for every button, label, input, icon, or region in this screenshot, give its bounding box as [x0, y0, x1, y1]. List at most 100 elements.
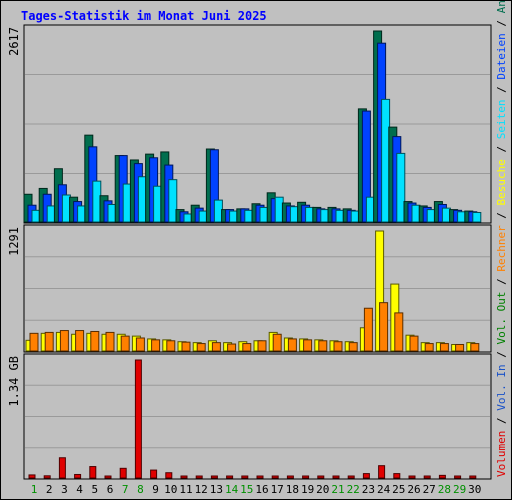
legend-entry: Dateien [495, 33, 508, 79]
y-max-tick-label: 1.34 GB [7, 356, 21, 407]
y-max-tick-label: 2617 [7, 27, 21, 56]
legend-entry: Vol. Out [495, 292, 508, 345]
bar-rechner-day-17 [272, 333, 282, 352]
bar-rechner-day-28 [439, 343, 449, 352]
bar-volumen-day-13 [210, 475, 218, 479]
x-tick-label-day-23: 23 [362, 483, 375, 496]
bar-volumen-day-21 [332, 475, 340, 479]
legend-entry: / [495, 13, 508, 33]
legend-entry: Vol. In [495, 364, 508, 410]
bar-rechner-day-16 [257, 340, 267, 352]
bar-seiten-day-10 [168, 179, 178, 223]
x-tick-label-day-14: 14 [225, 483, 239, 496]
legend-entry: / [495, 139, 508, 159]
legend-entry: Seiten [495, 99, 508, 139]
x-tick-label-day-24: 24 [377, 483, 391, 496]
bar-volumen-day-15 [241, 475, 249, 479]
legend-entry: Besuche [495, 159, 508, 205]
bar-volumen-day-30 [469, 475, 477, 479]
bar-volumen-day-20 [317, 475, 325, 479]
bar-rechner-day-6 [105, 331, 115, 352]
x-tick-label-day-21: 21 [331, 483, 344, 496]
chart-title: Tages-Statistik im Monat Juni 2025 [21, 9, 267, 23]
y-max-tick-label: 1291 [7, 227, 21, 256]
bar-volumen-day-17 [271, 475, 279, 479]
x-tick-label-day-30: 30 [468, 483, 481, 496]
legend-entry: Volumen [495, 431, 508, 477]
bar-volumen-day-24 [378, 465, 386, 479]
bar-rechner-day-27 [424, 343, 434, 352]
bar-rechner-day-10 [166, 340, 176, 352]
bar-volumen-day-23 [362, 473, 370, 479]
bar-rechner-day-3 [59, 330, 69, 352]
bar-volumen-day-3 [58, 457, 66, 479]
bar-rechner-day-7 [120, 335, 130, 352]
bar-volumen-day-26 [408, 475, 416, 479]
bar-volumen-day-18 [286, 475, 294, 479]
bar-volumen-day-11 [180, 475, 188, 479]
legend-entry: / [495, 205, 508, 225]
bar-rechner-day-9 [151, 339, 161, 352]
bar-volumen-day-5 [89, 466, 97, 479]
bar-rechner-day-18 [287, 338, 297, 352]
x-tick-label-day-11: 11 [179, 483, 192, 496]
x-tick-label-day-2: 2 [46, 483, 53, 496]
bar-volumen-day-10 [165, 472, 173, 479]
x-tick-label-day-29: 29 [453, 483, 466, 496]
bar-rechner-day-4 [75, 330, 85, 352]
x-tick-label-day-17: 17 [271, 483, 284, 496]
x-tick-label-day-15: 15 [240, 483, 253, 496]
x-tick-label-day-16: 16 [255, 483, 268, 496]
bar-rechner-day-22 [348, 342, 358, 352]
x-tick-label-day-9: 9 [152, 483, 159, 496]
bar-volumen-day-2 [43, 475, 51, 479]
x-tick-label-day-27: 27 [423, 483, 436, 496]
bar-seiten-day-30 [472, 212, 482, 223]
bar-rechner-day-29 [455, 343, 465, 352]
bar-volumen-day-12 [195, 475, 203, 479]
x-tick-label-day-13: 13 [210, 483, 223, 496]
x-tick-label-day-7: 7 [122, 483, 129, 496]
x-tick-label-day-22: 22 [347, 483, 360, 496]
x-tick-label-day-12: 12 [195, 483, 208, 496]
legend-entry: / [495, 80, 508, 100]
x-tick-label-day-3: 3 [61, 483, 68, 496]
bar-volumen-day-22 [347, 475, 355, 479]
legend-entry: / [495, 272, 508, 292]
bar-rechner-day-24 [379, 302, 389, 352]
x-tick-label-day-26: 26 [407, 483, 420, 496]
x-tick-label-day-1: 1 [31, 483, 38, 496]
bar-volumen-day-27 [423, 475, 431, 479]
bar-volumen-day-14 [226, 475, 234, 479]
legend-entry: / [495, 345, 508, 365]
x-tick-label-day-4: 4 [76, 483, 83, 496]
bar-rechner-day-21 [333, 341, 343, 352]
x-tick-label-day-19: 19 [301, 483, 314, 496]
legend-entry: / [495, 411, 508, 431]
bar-volumen-day-28 [438, 474, 446, 479]
bar-rechner-day-13 [211, 342, 221, 352]
x-tick-label-day-28: 28 [438, 483, 451, 496]
bar-rechner-day-26 [409, 335, 419, 352]
bar-volumen-day-8 [134, 359, 142, 479]
bar-rechner-day-1 [29, 332, 39, 352]
x-tick-label-day-10: 10 [164, 483, 177, 496]
x-tick-label-day-6: 6 [107, 483, 114, 496]
bar-volumen-day-9 [150, 469, 158, 479]
bar-rechner-day-11 [181, 341, 191, 352]
bar-rechner-day-5 [90, 330, 100, 352]
legend-entry: Rechner [495, 225, 508, 272]
bar-volumen-day-1 [28, 474, 36, 479]
x-tick-label-day-25: 25 [392, 483, 405, 496]
bar-rechner-day-2 [44, 331, 54, 352]
bar-rechner-day-15 [242, 343, 252, 352]
x-tick-label-day-18: 18 [286, 483, 299, 496]
bar-volumen-day-4 [74, 473, 82, 479]
bar-volumen-day-19 [302, 475, 310, 479]
right-legend: Volumen / Vol. In / Vol. Out / Rechner /… [495, 1, 508, 477]
bar-seiten-day-25 [396, 152, 406, 223]
bar-rechner-day-19 [303, 339, 313, 352]
bar-rechner-day-30 [470, 343, 480, 352]
